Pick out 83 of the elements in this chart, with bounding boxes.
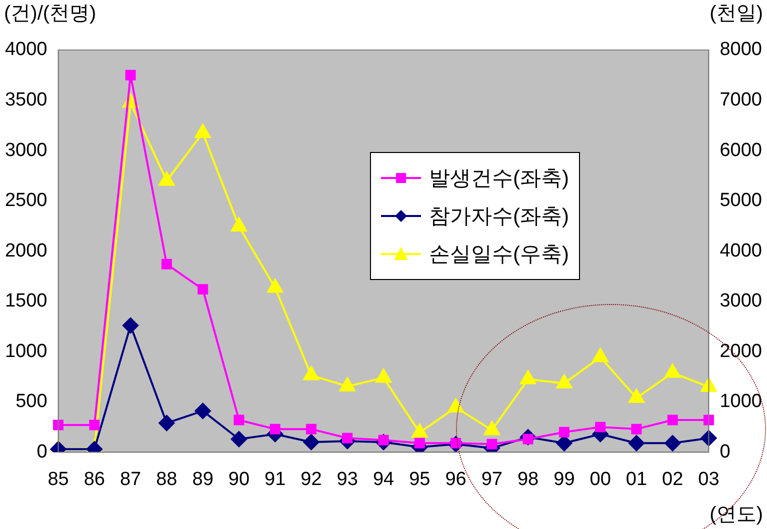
y-tick-label: 4000 xyxy=(4,39,48,60)
point xyxy=(592,348,608,362)
x-tick-label: 92 xyxy=(300,468,322,490)
point xyxy=(631,424,642,434)
point xyxy=(89,420,100,430)
point xyxy=(339,377,356,392)
x-tick-label: 00 xyxy=(590,468,611,490)
point xyxy=(700,378,717,392)
y-tick-label: 3500 xyxy=(4,90,48,111)
point xyxy=(700,430,717,446)
point xyxy=(628,435,644,452)
point xyxy=(412,424,428,438)
y-tick-label: 500 xyxy=(16,391,48,412)
point xyxy=(376,368,392,383)
point xyxy=(231,217,247,232)
point xyxy=(158,172,175,186)
y2-tick-label: 3000 xyxy=(720,290,762,312)
y2-tick-label: 4000 xyxy=(720,240,762,262)
x-tick-label: 85 xyxy=(48,468,69,490)
point xyxy=(556,435,572,452)
point xyxy=(664,435,681,452)
point xyxy=(484,421,500,436)
x-tick-label: 91 xyxy=(264,468,286,490)
point xyxy=(414,438,425,448)
point xyxy=(558,426,570,438)
y-tick-label: 1500 xyxy=(4,290,48,312)
point xyxy=(125,70,136,80)
y-axis-title: (건)/(천명) xyxy=(4,2,96,25)
x-tick-label: 87 xyxy=(120,468,142,490)
x-tick-label: 90 xyxy=(228,468,250,490)
y-tick-label: 0 xyxy=(36,441,48,462)
point xyxy=(198,284,208,295)
x-tick-label: 01 xyxy=(626,468,648,490)
point xyxy=(194,124,211,138)
y-tick-label: 1000 xyxy=(4,340,48,362)
y2-tick-label: 2000 xyxy=(720,340,762,362)
y-tick-label: 3000 xyxy=(4,140,48,161)
y2-tick-label: 0 xyxy=(720,441,730,462)
x-tick-label: 99 xyxy=(554,468,575,490)
point xyxy=(161,258,172,270)
x-tick-label: 89 xyxy=(192,468,214,490)
legend-label: 손실일수(우축) xyxy=(429,242,569,268)
point xyxy=(303,434,320,450)
y2-tick-label: 1000 xyxy=(720,391,762,412)
x-tick-label: 03 xyxy=(698,468,720,490)
point xyxy=(664,364,681,378)
x-tick-label: 96 xyxy=(445,468,466,490)
y2-axis-title: (천일) xyxy=(710,2,763,25)
point xyxy=(520,370,536,384)
point xyxy=(270,424,280,434)
point xyxy=(486,438,498,450)
point xyxy=(595,422,606,432)
x-tick-label: 86 xyxy=(84,468,105,490)
x-tick-label: 02 xyxy=(662,468,684,490)
y2-tick-label: 7000 xyxy=(720,90,762,111)
point xyxy=(122,318,139,334)
y-tick-label: 2500 xyxy=(4,190,48,212)
x-tick-label: 98 xyxy=(517,468,539,490)
y2-tick-label: 8000 xyxy=(720,39,762,60)
y-tick-label: 2000 xyxy=(4,240,48,262)
x-axis-title: (연도) xyxy=(710,504,763,526)
x-tick-label: 97 xyxy=(481,468,502,490)
x-tick-label: 95 xyxy=(409,468,430,490)
point xyxy=(194,402,211,419)
point xyxy=(234,414,244,426)
x-tick-label: 93 xyxy=(336,468,358,490)
y2-tick-label: 6000 xyxy=(720,140,762,161)
point xyxy=(267,278,284,293)
point xyxy=(667,414,678,426)
point xyxy=(230,431,247,448)
legend-label: 발생건수(좌축) xyxy=(429,166,569,192)
point xyxy=(556,374,572,388)
y2-tick-label: 5000 xyxy=(720,190,762,212)
point xyxy=(448,398,464,412)
x-tick-label: 94 xyxy=(372,468,394,490)
point xyxy=(306,424,316,434)
point xyxy=(303,366,320,380)
point xyxy=(703,414,714,426)
x-tick-label: 88 xyxy=(156,468,178,490)
point xyxy=(158,415,175,432)
point xyxy=(53,420,64,430)
legend-label: 참가자수(좌축) xyxy=(429,204,569,230)
point xyxy=(628,388,644,403)
